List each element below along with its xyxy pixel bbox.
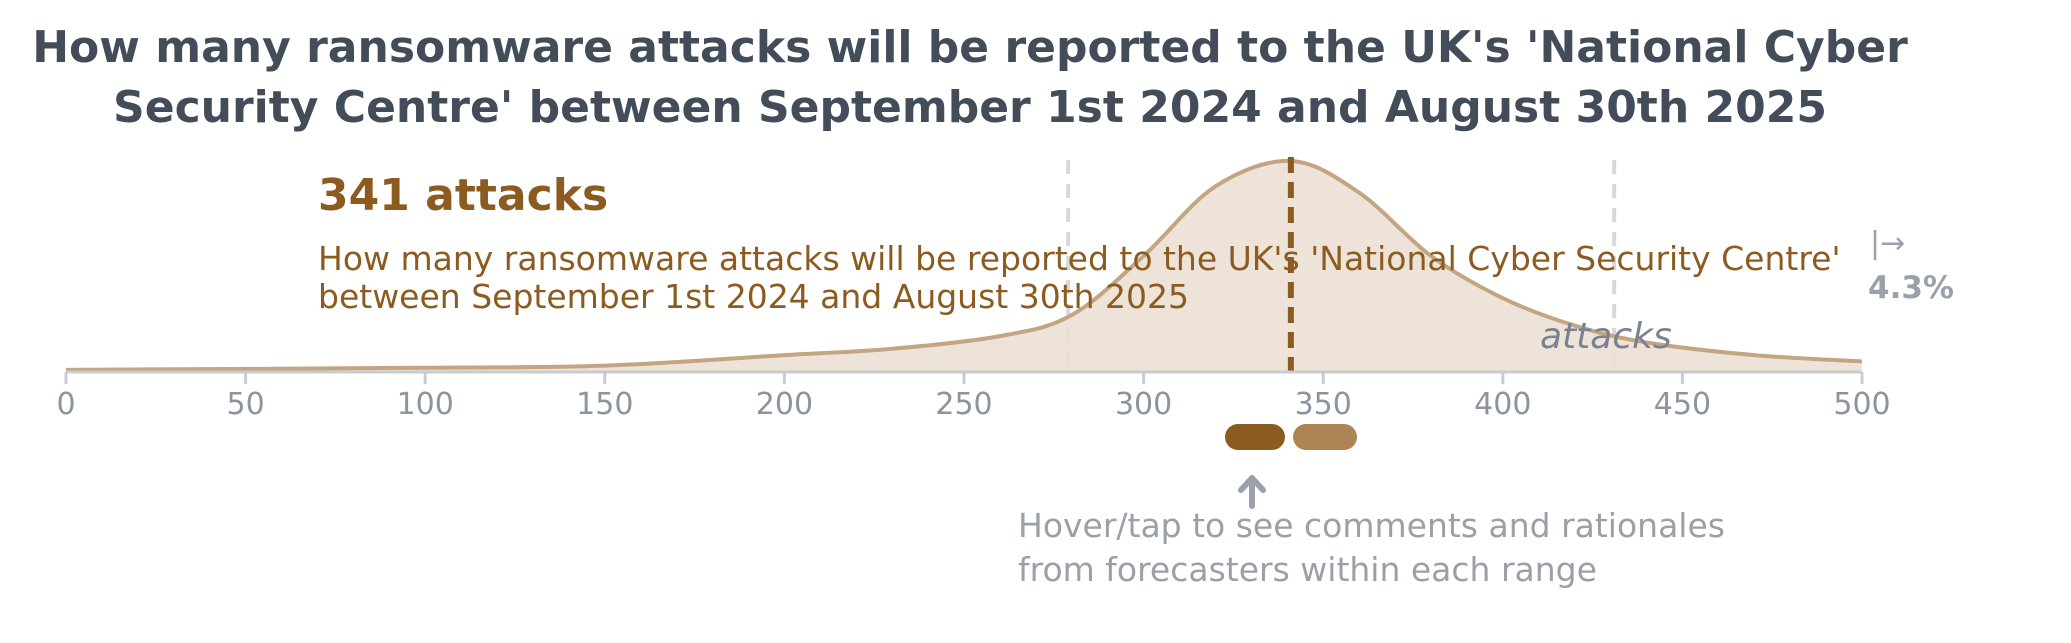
up-arrow-icon [1238, 475, 1266, 509]
comment-range-pill[interactable] [1292, 424, 1358, 450]
x-tick-label: 250 [935, 387, 992, 422]
x-tick-label: 150 [576, 387, 633, 422]
question-title-line-1: How many ransomware attacks will be repo… [32, 22, 1908, 73]
x-tick-label: 50 [227, 387, 265, 422]
right-tail-indicator: |→ 4.3% [1862, 226, 1954, 316]
comments-hint-line-2: from forecasters within each range [1018, 550, 1597, 589]
question-subtitle: How many ransomware attacks will be repo… [318, 240, 1841, 316]
comments-hint-line-1: Hover/tap to see comments and rationales [1018, 506, 1725, 545]
density-area [66, 160, 1862, 372]
x-tick-label: 0 [56, 387, 75, 422]
x-tick-label: 300 [1115, 387, 1172, 422]
question-title-line-2: Security Centre' between September 1st 2… [113, 82, 1827, 133]
unit-label: attacks [1540, 316, 1672, 357]
x-tick-label: 350 [1295, 387, 1352, 422]
x-tick-label: 400 [1474, 387, 1531, 422]
x-tick-label: 500 [1833, 387, 1890, 422]
median-value-label: 341 attacks [318, 170, 609, 221]
question-title: How many ransomware attacks will be repo… [0, 18, 1940, 138]
right-tail-percentage: 4.3% [1868, 270, 1954, 306]
right-tail-arrow-icon: |→ [1870, 226, 1906, 261]
x-tick-label: 450 [1654, 387, 1711, 422]
comments-hint: Hover/tap to see comments and rationales… [1018, 504, 1725, 592]
x-tick-label: 100 [397, 387, 454, 422]
question-subtitle-line-2: between September 1st 2024 and August 30… [318, 277, 1190, 316]
comment-range-pill[interactable] [1224, 424, 1286, 450]
density-curve [65, 158, 1863, 372]
x-tick-label: 200 [756, 387, 813, 422]
question-subtitle-line-1: How many ransomware attacks will be repo… [318, 239, 1841, 278]
